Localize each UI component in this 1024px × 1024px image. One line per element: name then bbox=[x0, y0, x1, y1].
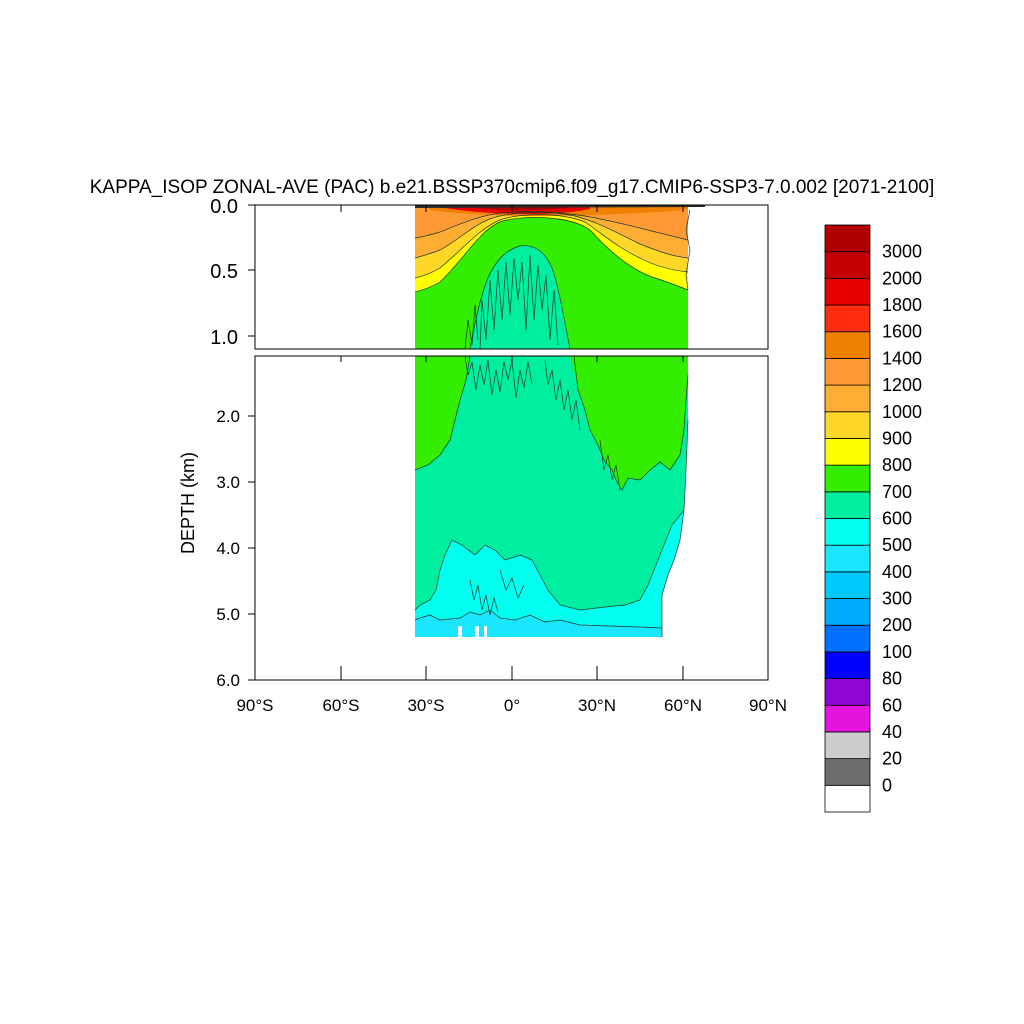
upper-panel: 0.0 0.5 1.0 bbox=[210, 196, 769, 350]
x-tick-label: 90°S bbox=[236, 696, 273, 715]
colorbar-label: 0 bbox=[882, 775, 892, 795]
colorbar-label: 1600 bbox=[882, 322, 922, 342]
colorbar-label: 3000 bbox=[882, 242, 922, 262]
colorbar-swatch bbox=[824, 491, 871, 519]
colorbar-label: 400 bbox=[882, 562, 912, 582]
colorbar-label: 700 bbox=[882, 482, 912, 502]
x-tick-label: 60°S bbox=[322, 696, 359, 715]
y-axis-label: DEPTH (km) bbox=[178, 452, 198, 554]
x-tick-label: 0° bbox=[504, 696, 520, 715]
y-tick-label: 6.0 bbox=[216, 671, 240, 690]
colorbar-label: 40 bbox=[882, 722, 902, 742]
colorbar-swatch bbox=[824, 571, 871, 599]
field-700-lower-south bbox=[415, 356, 470, 470]
lower-panel-fields bbox=[414, 356, 689, 638]
upper-panel-fields bbox=[414, 205, 705, 349]
colorbar-label: 80 bbox=[882, 669, 902, 689]
lower-contours bbox=[414, 356, 689, 637]
colorbar-label: 1800 bbox=[882, 295, 922, 315]
colorbar-label: 60 bbox=[882, 695, 902, 715]
lower-panel: 2.0 3.0 4.0 5.0 6.0 bbox=[216, 355, 769, 690]
colorbar-swatch bbox=[824, 678, 871, 706]
field-700-lower-north bbox=[570, 356, 688, 490]
bottom-gap-3 bbox=[484, 626, 487, 638]
colorbar-swatch bbox=[824, 251, 871, 279]
upper-x-ticks bbox=[340, 205, 684, 212]
colorbar-swatch bbox=[824, 277, 871, 306]
colorbar-swatch bbox=[824, 544, 871, 573]
colorbar-swatch bbox=[824, 358, 871, 386]
colorbar-swatch bbox=[824, 411, 871, 439]
colorbar-label: 1400 bbox=[882, 348, 922, 368]
colorbar-swatch bbox=[824, 624, 871, 653]
y-tick-label: 3.0 bbox=[216, 473, 240, 492]
colorbar-swatch bbox=[824, 464, 871, 493]
field-surface-upper bbox=[415, 205, 705, 208]
lower-y-tick-labels: 2.0 3.0 4.0 5.0 6.0 bbox=[216, 407, 240, 690]
chart-title: KAPPA_ISOP ZONAL-AVE (PAC) b.e21.BSSP370… bbox=[90, 177, 935, 198]
colorbar-label: 200 bbox=[882, 615, 912, 635]
colorbar-label: 1000 bbox=[882, 402, 922, 422]
colorbar-label: 1200 bbox=[882, 375, 922, 395]
upper-y-tick-labels: 0.0 0.5 1.0 bbox=[210, 196, 238, 349]
y-tick-label: 2.0 bbox=[216, 407, 240, 426]
colorbar-swatch bbox=[824, 704, 871, 733]
upper-y-ticks bbox=[248, 204, 255, 337]
colorbar-swatch bbox=[824, 518, 871, 546]
field-600-upper bbox=[470, 245, 570, 349]
colorbar-label: 2000 bbox=[882, 268, 922, 288]
bottom-gap-1 bbox=[458, 626, 462, 638]
bottom-gap-2 bbox=[475, 626, 479, 638]
colorbar-swatch bbox=[824, 331, 871, 359]
lower-x-ticks bbox=[340, 356, 684, 680]
colorbar-label: 900 bbox=[882, 428, 912, 448]
upper-contours bbox=[414, 209, 691, 349]
lower-y-ticks bbox=[248, 415, 255, 681]
colorbar-swatch bbox=[824, 304, 871, 333]
y-tick-label: 1.0 bbox=[210, 327, 238, 349]
colorbar-swatch bbox=[824, 224, 871, 253]
y-tick-label: 5.0 bbox=[216, 605, 240, 624]
colorbar-label: 300 bbox=[882, 589, 912, 609]
field-500-lower bbox=[415, 510, 684, 637]
colorbar-swatch bbox=[824, 731, 871, 760]
x-tick-label: 60°N bbox=[664, 696, 702, 715]
x-tick-label: 30°N bbox=[578, 696, 616, 715]
colorbar-swatch bbox=[824, 438, 871, 466]
y-tick-label: 4.0 bbox=[216, 539, 240, 558]
colorbar-label: 800 bbox=[882, 455, 912, 475]
x-tick-labels: 90°S 60°S 30°S 0° 30°N 60°N 90°N bbox=[236, 696, 787, 715]
colorbar-label: 20 bbox=[882, 749, 902, 769]
x-tick-label: 90°N bbox=[749, 696, 787, 715]
x-tick-label: 30°S bbox=[407, 696, 444, 715]
colorbar-swatch bbox=[824, 598, 871, 626]
colorbar-label: 500 bbox=[882, 535, 912, 555]
y-tick-label: 0.5 bbox=[210, 261, 238, 283]
colorbar-label: 100 bbox=[882, 642, 912, 662]
colorbar-swatch bbox=[824, 758, 871, 786]
colorbar: 0 20 40 60 80 100 200 300 400 500 600 700 800 900 1000… bbox=[824, 224, 922, 813]
colorbar-swatch bbox=[824, 651, 871, 679]
colorbar-swatch bbox=[824, 384, 871, 413]
y-tick-label: 0.0 bbox=[210, 196, 238, 218]
colorbar-swatch bbox=[824, 784, 871, 813]
colorbar-label: 600 bbox=[882, 509, 912, 529]
